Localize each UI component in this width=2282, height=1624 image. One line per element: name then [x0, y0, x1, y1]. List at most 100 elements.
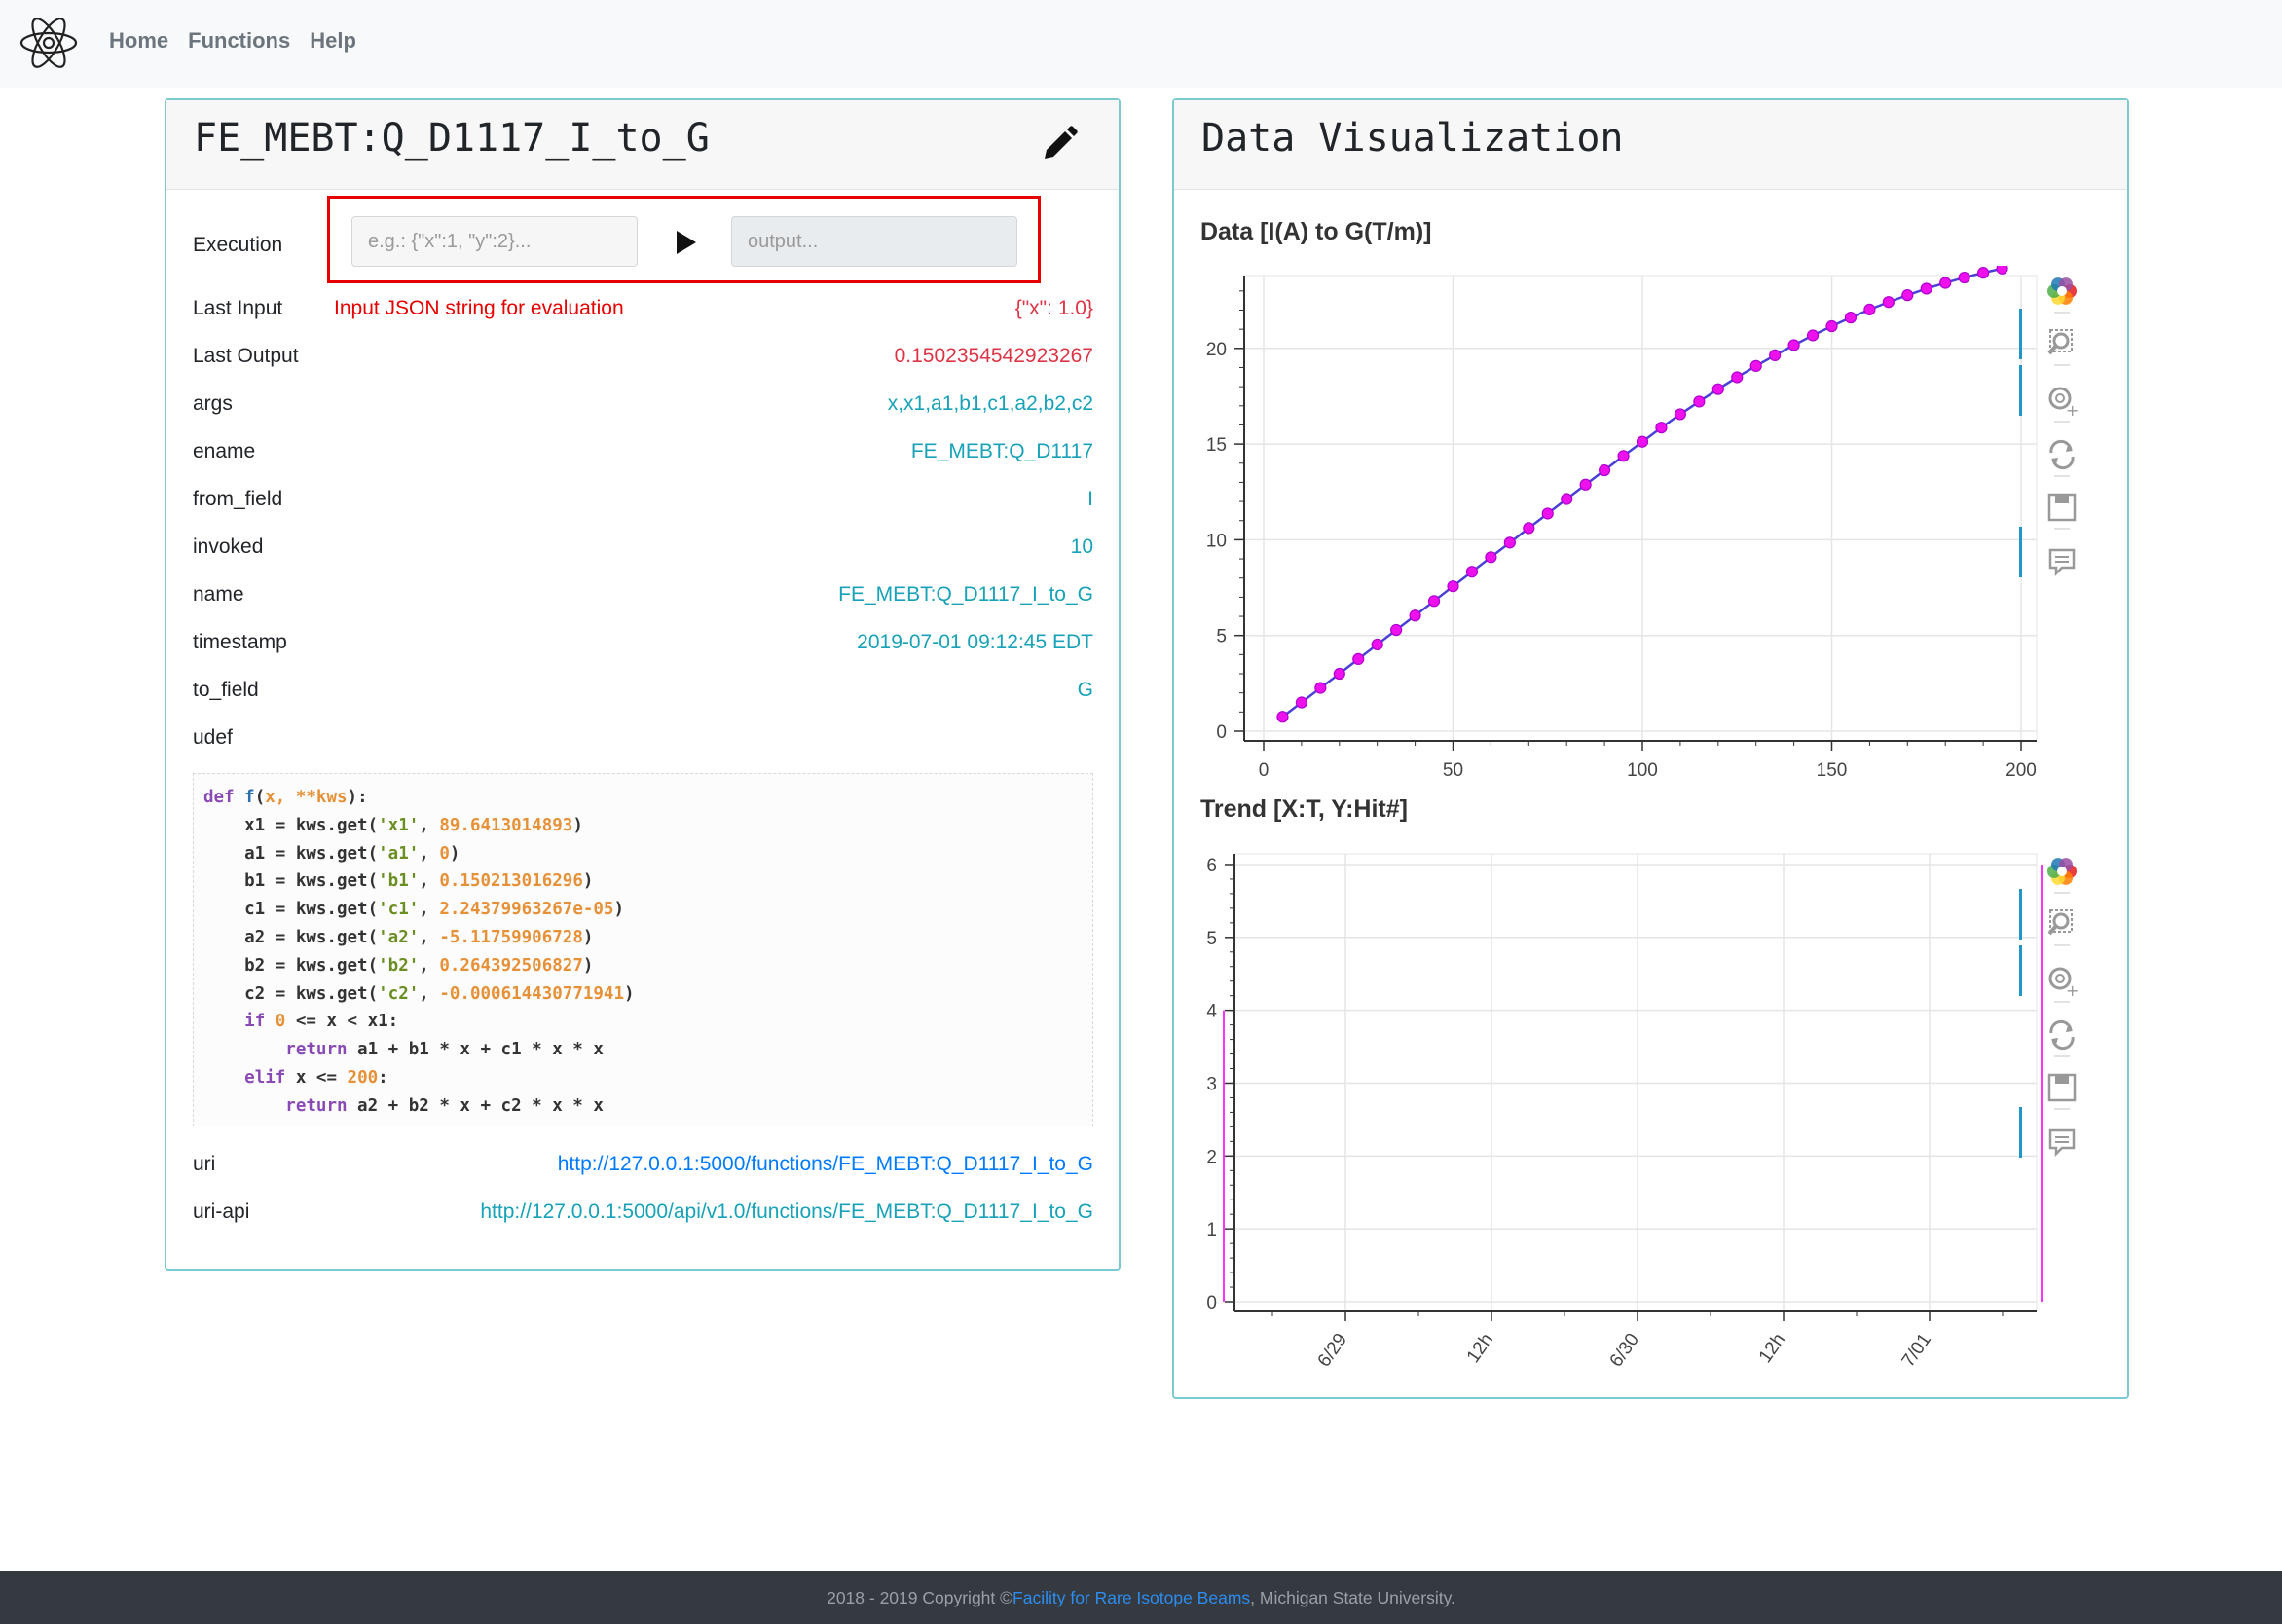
bokeh-logo-icon[interactable]	[2047, 277, 2077, 314]
footer-copyright: 2018 - 2019 Copyright ©	[827, 1587, 1013, 1607]
data-point	[1314, 682, 1327, 694]
code-line: a2 = kws.get('a2', -5.11759906728)	[203, 927, 594, 947]
row-key: udef	[193, 726, 233, 749]
footer-university: , Michigan State University.	[1250, 1587, 1455, 1607]
atom-logo-icon[interactable]	[18, 12, 80, 74]
hover-tooltip-icon[interactable]	[2019, 1107, 2076, 1158]
y-tick-label: 5	[1216, 627, 1227, 647]
footer: 2018 - 2019 Copyright © Facility for Rar…	[0, 1571, 2282, 1624]
data-point	[1352, 652, 1365, 665]
code-line: c1 = kws.get('c1', 2.24379963267e-05)	[203, 900, 625, 920]
box-zoom-icon[interactable]	[2019, 309, 2073, 366]
tool-active-bar	[2019, 527, 2022, 577]
data-point	[1503, 536, 1516, 549]
data-point	[1333, 667, 1345, 681]
wheel-inner	[2055, 393, 2065, 403]
y-tick-label: 2	[1206, 1147, 1217, 1167]
tool-active-bar	[2019, 309, 2022, 359]
x-tick-label: 12h	[1755, 1330, 1789, 1367]
row-value: 2019-07-01 09:12:45 EDT	[857, 631, 1093, 653]
data-point	[1674, 408, 1687, 421]
run-play-button[interactable]	[661, 220, 706, 265]
tooltip-bubble	[2048, 1128, 2076, 1158]
data-point	[1409, 609, 1421, 622]
row-key: uri-api	[193, 1200, 250, 1223]
reset-arrows	[2051, 1025, 2073, 1045]
reset-icon[interactable]	[2049, 1019, 2075, 1057]
data-point	[1655, 422, 1668, 434]
x-tick-label: 7/01	[1898, 1330, 1935, 1371]
data-plot[interactable]: 0 50 100 150 200 0 5 10 15 20 +	[1174, 266, 2099, 899]
reset-arc	[2049, 439, 2075, 470]
data-point	[1863, 303, 1876, 315]
tool-active-bar	[2019, 365, 2022, 416]
wheel-plus: +	[2066, 981, 2079, 1000]
data-point	[1599, 463, 1611, 477]
uri-link[interactable]: http://127.0.0.1:5000/functions/FE_MEBT:…	[557, 1153, 1093, 1175]
data-point	[1636, 435, 1649, 448]
y-tick-label: 3	[1206, 1074, 1217, 1094]
x-tick-label: 50	[1443, 760, 1463, 781]
y-tick-label: 15	[1206, 435, 1227, 456]
data-point	[1465, 566, 1479, 578]
code-line: a1 = kws.get('a1', 0)	[203, 843, 460, 864]
data-plot-title: Data [I(A) to G(T/m)]	[1200, 218, 1432, 245]
row-key: uri	[193, 1153, 216, 1175]
logo-center	[2057, 867, 2067, 876]
nav-help-link[interactable]: Help	[310, 28, 356, 53]
trend-plot[interactable]: 6/29 12h 6/30 12h 7/01 0 1 2 3 4 5 6 +	[1174, 844, 2099, 1477]
hover-tooltip-icon[interactable]	[2019, 527, 2076, 577]
data-point	[1901, 289, 1914, 302]
pencil-edit-icon[interactable]	[1037, 122, 1082, 166]
wheel-zoom-icon[interactable]: +	[2019, 945, 2079, 1003]
data-point	[1390, 623, 1403, 637]
y-tick-label: 6	[1206, 856, 1217, 876]
wheel-inner	[2055, 974, 2065, 983]
frib-link[interactable]: Facility for Rare Isotope Beams	[1012, 1587, 1251, 1607]
save-icon[interactable]	[2047, 1073, 2077, 1110]
visualization-card-header: Data Visualization	[1174, 100, 2127, 190]
y-tick-label: 20	[1206, 340, 1227, 360]
nav-home-link[interactable]: Home	[109, 28, 169, 53]
data-point	[1825, 319, 1838, 333]
row-key: to_field	[193, 679, 259, 701]
wheel-zoom-icon[interactable]: +	[2019, 365, 2079, 423]
data-point	[1427, 595, 1441, 608]
row-name: name FE_MEBT:Q_D1117_I_to_G	[193, 583, 1093, 616]
row-value: 10	[1070, 535, 1093, 558]
save-tab	[2055, 1075, 2069, 1084]
function-title: FE_MEBT:Q_D1117_I_to_G	[194, 116, 710, 161]
row-key: from_field	[193, 488, 283, 510]
uri-api-link[interactable]: http://127.0.0.1:5000/api/v1.0/functions…	[480, 1200, 1093, 1223]
nav-functions-link[interactable]: Functions	[188, 28, 291, 53]
data-point	[1882, 296, 1895, 309]
execution-box	[327, 196, 1041, 283]
data-point	[1844, 312, 1858, 324]
execution-output[interactable]	[731, 216, 1017, 267]
data-point	[1295, 696, 1307, 709]
row-key: args	[193, 392, 233, 415]
data-point	[1523, 522, 1535, 535]
data-point	[1976, 267, 1990, 279]
visualization-card: Data Visualization Data [I(A) to G(T/m)]…	[1172, 98, 2129, 1399]
zoom-handle	[2047, 924, 2058, 936]
x-tick-label: 200	[2006, 760, 2037, 781]
y-tick-label: 1	[1206, 1220, 1217, 1240]
tool-active-bar	[2019, 945, 2022, 996]
code-line: x1 = kws.get('x1', 89.6413014893)	[203, 815, 583, 835]
x-tick-label: 6/30	[1606, 1330, 1643, 1371]
row-key: Last Output	[193, 345, 299, 367]
data-point	[1939, 277, 1952, 289]
execution-input[interactable]	[351, 216, 638, 267]
row-key: name	[193, 583, 244, 606]
code-line: return a1 + b1 * x + c1 * x * x	[285, 1040, 604, 1060]
box-zoom-icon[interactable]	[2019, 889, 2073, 946]
row-value: 0.1502354542923267	[894, 345, 1093, 367]
reset-icon[interactable]	[2049, 439, 2075, 477]
bokeh-logo-icon[interactable]	[2047, 858, 2077, 894]
save-icon[interactable]	[2047, 493, 2077, 530]
row-last-output: Last Output 0.1502354542923267	[193, 345, 1093, 378]
row-value: x,x1,a1,b1,c1,a2,b2,c2	[887, 392, 1093, 415]
wheel-lens	[2048, 967, 2072, 990]
data-point	[1617, 450, 1630, 462]
